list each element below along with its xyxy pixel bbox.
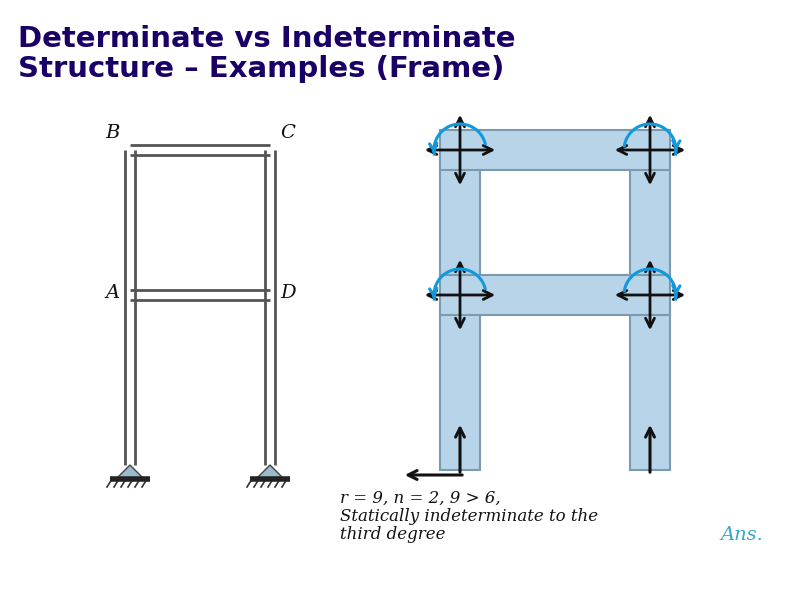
Text: Ans.: Ans. [720, 526, 763, 544]
Text: A: A [106, 284, 120, 302]
Text: third degree: third degree [340, 526, 446, 543]
Text: C: C [280, 124, 295, 142]
Text: Structure – Examples (Frame): Structure – Examples (Frame) [18, 55, 504, 83]
Bar [440, 130, 480, 470]
Text: Statically indeterminate to the: Statically indeterminate to the [340, 508, 598, 525]
Polygon shape [256, 465, 284, 479]
Polygon shape [116, 465, 144, 479]
Bar [440, 275, 670, 315]
Text: D: D [280, 284, 296, 302]
Text: B: B [106, 124, 120, 142]
Text: Determinate vs Indeterminate: Determinate vs Indeterminate [18, 25, 515, 53]
Bar [630, 130, 670, 470]
Bar [440, 130, 670, 170]
Text: r = 9, n = 2, 9 > 6,: r = 9, n = 2, 9 > 6, [340, 490, 501, 507]
